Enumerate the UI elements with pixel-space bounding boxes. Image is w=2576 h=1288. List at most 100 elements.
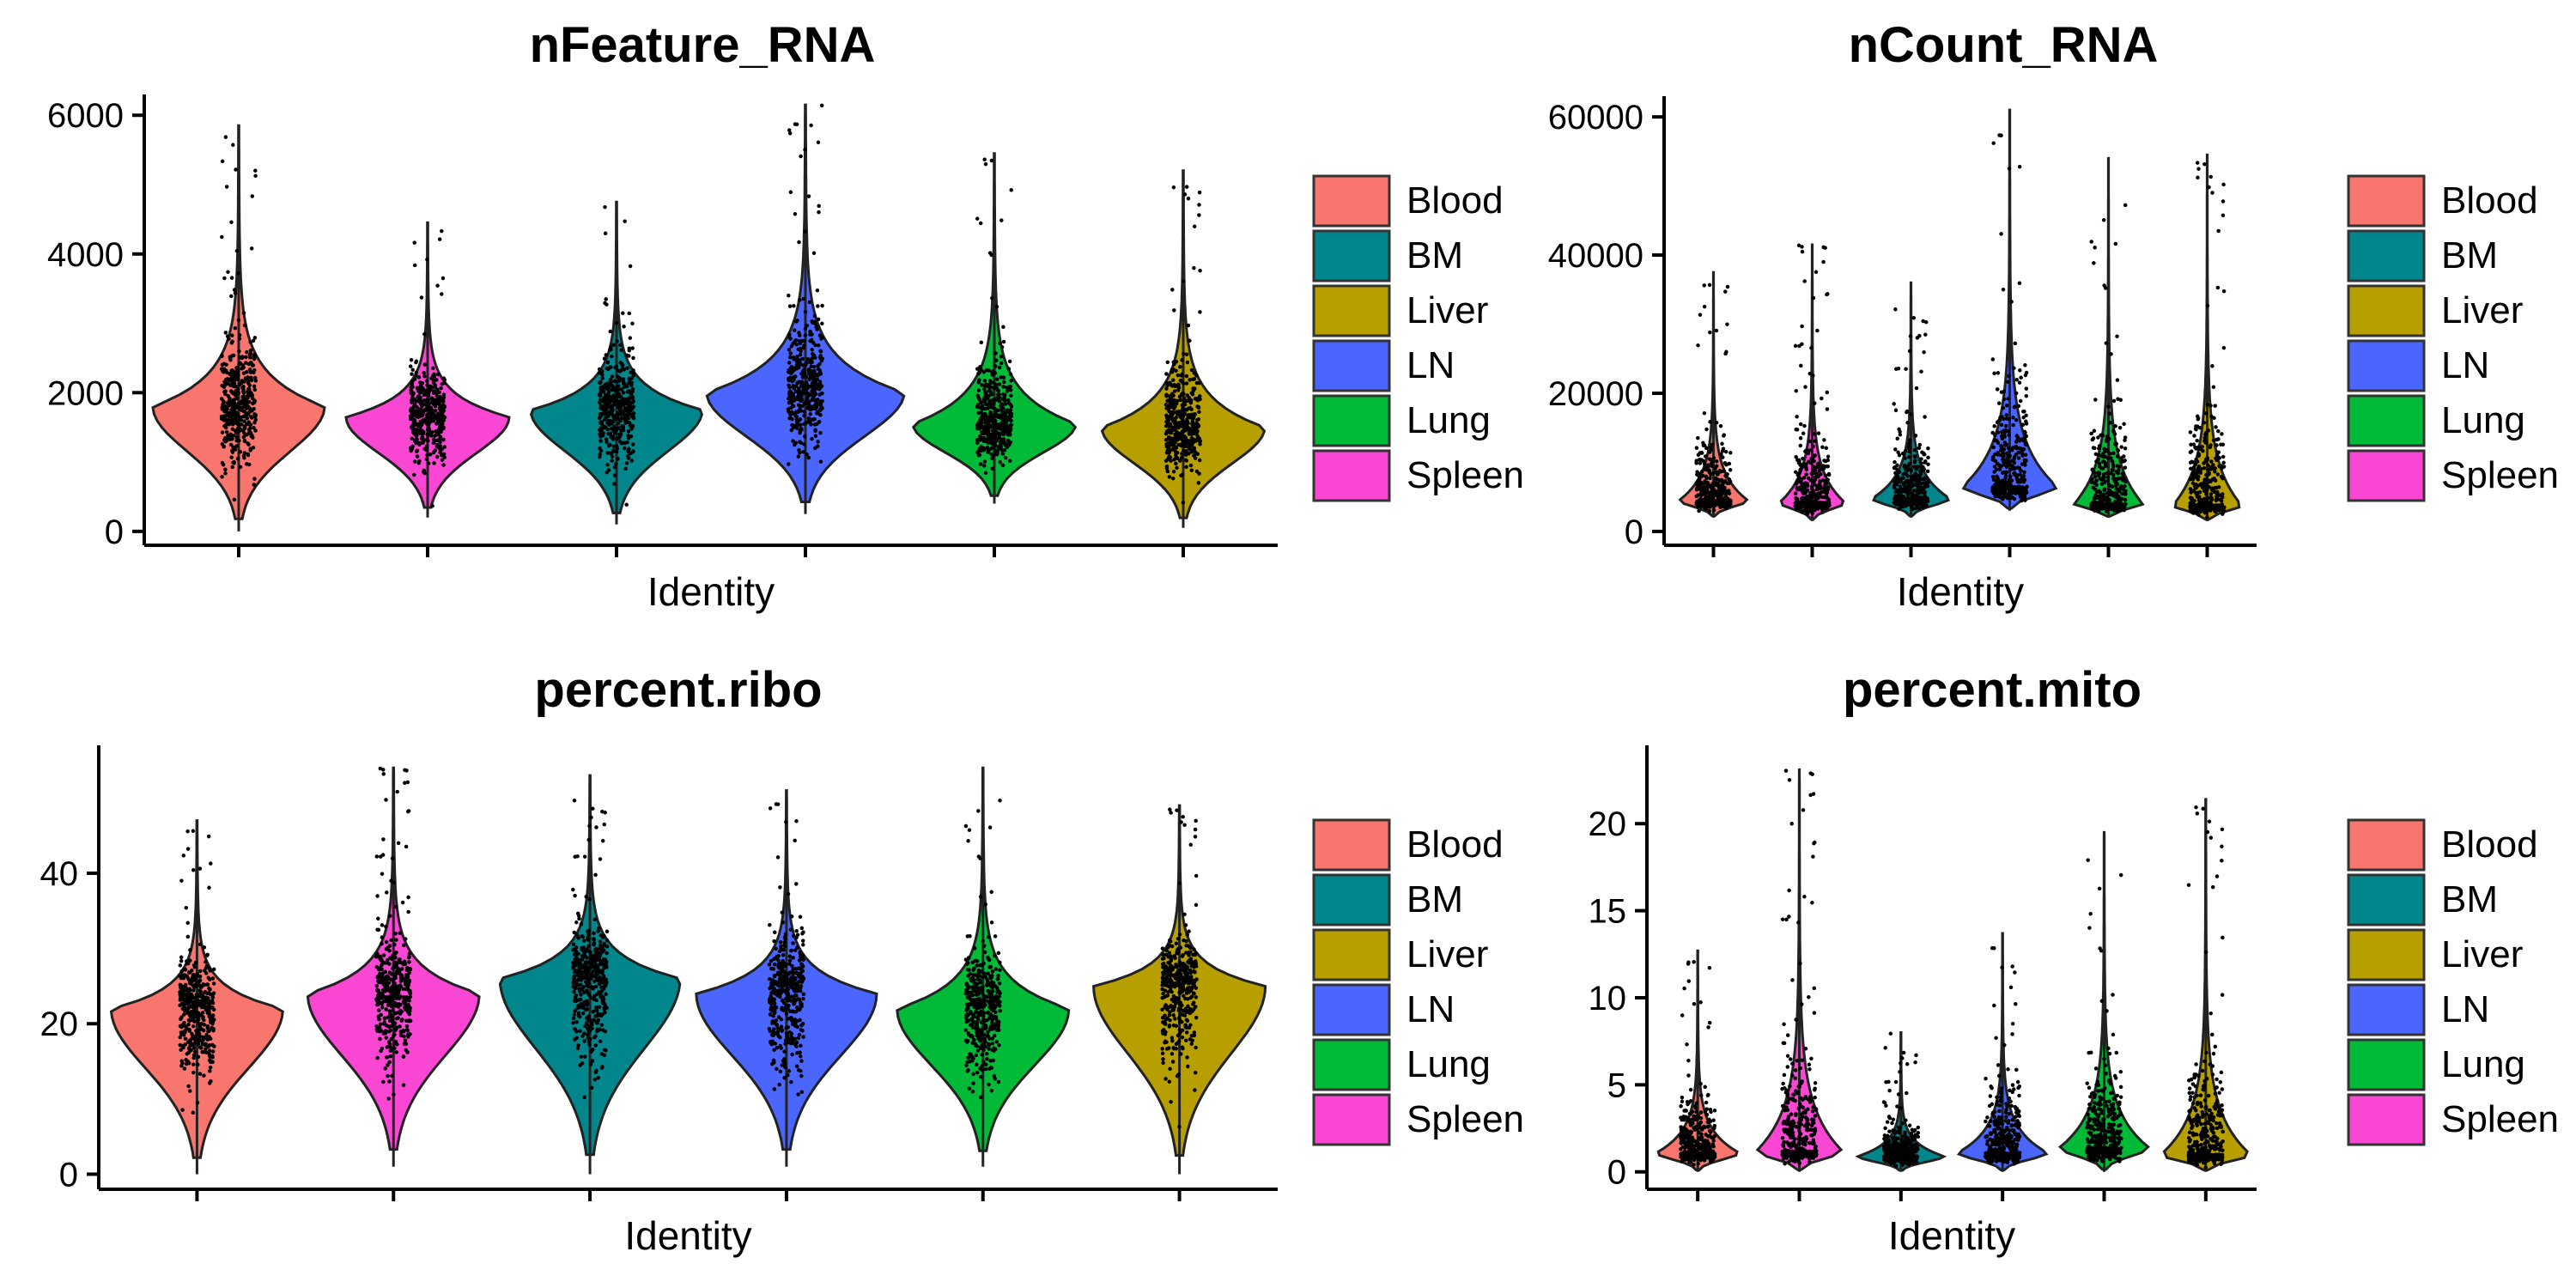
y-tick-label: 60000 [1548, 99, 1643, 137]
y-tick-label: 20000 [1548, 375, 1643, 413]
x-axis-label: Identity [624, 1213, 751, 1258]
legend-label: Blood [2441, 179, 2538, 222]
violin-ln [1961, 108, 2058, 511]
legend-swatch-liver [2347, 928, 2426, 981]
legend-swatch-lung [2347, 394, 2426, 447]
y-tick-label: 0 [1625, 513, 1643, 551]
violin-spleen [1779, 243, 1845, 521]
panel-title: nCount_RNA [1849, 17, 2159, 73]
legend-label: Blood [1406, 179, 1504, 222]
legend-swatch-liver [1312, 284, 1391, 337]
legend: Blood BM Liver LN Lung Spleen [1312, 174, 1524, 502]
jitter-points [178, 829, 216, 1115]
legend-swatch-liver [2347, 284, 2426, 337]
y-tick-label: 40 [40, 855, 79, 893]
violin-liver [1100, 169, 1267, 528]
violin-ln [705, 103, 906, 514]
y-tick-label: 0 [1607, 1154, 1626, 1192]
jitter-points [1793, 243, 1832, 516]
legend-swatch-blood [1312, 174, 1391, 228]
legend-swatch-liver [1312, 928, 1391, 981]
y-tick-label: 20 [40, 1005, 79, 1043]
legend-swatch-spleen [1312, 1093, 1391, 1146]
jitter-points [1160, 807, 1199, 1129]
jitter-points [408, 228, 447, 508]
legend-label: BM [1406, 234, 1463, 276]
legend-label: Spleen [1406, 454, 1524, 496]
panel-title: percent.ribo [534, 662, 822, 718]
legend-label: LN [1406, 988, 1455, 1030]
legend-swatch-lung [1312, 1038, 1391, 1091]
violin-bm [1872, 281, 1950, 518]
legend-label: Spleen [2441, 1098, 2559, 1140]
legend-label: Blood [1406, 823, 1504, 866]
y-tick-label: 15 [1589, 893, 1627, 931]
legend-label: Lung [1406, 1043, 1491, 1085]
jitter-points [1780, 769, 1819, 1166]
x-axis-label: Identity [1888, 1213, 2015, 1258]
panel-3: percent.ribo 0 20 40 Identity Blood BM Liver LN L… [40, 662, 1525, 1258]
violin-liver [2162, 798, 2249, 1172]
x-axis-label: Identity [647, 569, 775, 614]
jitter-points [1694, 283, 1733, 513]
legend-swatch-spleen [2347, 449, 2426, 502]
legend-swatch-ln [1312, 983, 1391, 1036]
violin-blood [151, 124, 326, 532]
panel-1: nFeature_RNA 0 2000 4000 6000 Identity Blood BM… [47, 17, 1524, 614]
violin-spleen [1755, 768, 1844, 1172]
y-tick-label: 40000 [1548, 237, 1643, 275]
legend-label: Liver [2441, 933, 2523, 975]
jitter-points [1983, 945, 2022, 1166]
y-tick-label: 4000 [47, 236, 124, 274]
legend-label: Spleen [2441, 454, 2559, 496]
legend-swatch-ln [2347, 339, 2426, 392]
legend-label: LN [2441, 344, 2489, 386]
legend-label: Spleen [1406, 1098, 1524, 1140]
y-tick-label: 6000 [47, 97, 124, 135]
violin-spleen [306, 766, 481, 1167]
legend-label: Blood [2441, 823, 2538, 866]
jitter-points [2188, 161, 2227, 519]
jitter-points [374, 766, 413, 1101]
legend-swatch-lung [2347, 1038, 2426, 1091]
violin-lung [2058, 830, 2150, 1172]
y-tick-label: 2000 [47, 374, 124, 412]
y-tick-label: 5 [1607, 1066, 1626, 1104]
legend-swatch-ln [2347, 983, 2426, 1036]
legend-swatch-ln [1312, 339, 1391, 392]
jitter-points [2089, 203, 2128, 514]
legend: Blood BM Liver LN Lung Spleen [2347, 818, 2559, 1146]
legend-label: Lung [1406, 399, 1491, 441]
legend-label: Lung [2441, 1043, 2525, 1085]
legend-swatch-bm [1312, 873, 1391, 927]
legend-swatch-lung [1312, 394, 1391, 447]
jitter-points [219, 135, 258, 502]
violin-liver [1092, 804, 1267, 1175]
jitter-points [767, 802, 806, 1097]
legend-label: LN [1406, 344, 1455, 386]
jitter-points [2186, 805, 2225, 1170]
violin-blood [1678, 270, 1749, 518]
y-tick-label: 20 [1589, 805, 1627, 843]
panel-2: nCount_RNA0200004000060000IdentityBloodB… [1548, 17, 2559, 614]
legend-swatch-blood [2347, 818, 2426, 872]
violin-lung [896, 766, 1071, 1167]
legend-label: Lung [2441, 399, 2525, 441]
violin-spleen [344, 221, 511, 518]
legend-swatch-spleen [2347, 1093, 2426, 1146]
legend-swatch-bm [1312, 229, 1391, 283]
legend: Blood BM Liver LN Lung Spleen [1312, 818, 1524, 1146]
violin-bm [498, 774, 682, 1175]
legend-swatch-bm [2347, 229, 2426, 283]
legend: Blood BM Liver LN Lung Spleen [2347, 174, 2559, 502]
legend-swatch-blood [1312, 818, 1391, 872]
jitter-points [1990, 133, 2029, 503]
legend-label: LN [2441, 988, 2489, 1030]
legend-swatch-blood [2347, 174, 2426, 228]
y-tick-label: 10 [1589, 980, 1627, 1018]
panel-4: percent.mito 0 5 10 15 20 Identity Blood BM Liver… [1589, 662, 2560, 1258]
legend-label: BM [2441, 234, 2498, 276]
jitter-points [571, 799, 610, 1100]
panel-title: nFeature_RNA [530, 17, 876, 73]
legend-label: BM [1406, 878, 1463, 920]
